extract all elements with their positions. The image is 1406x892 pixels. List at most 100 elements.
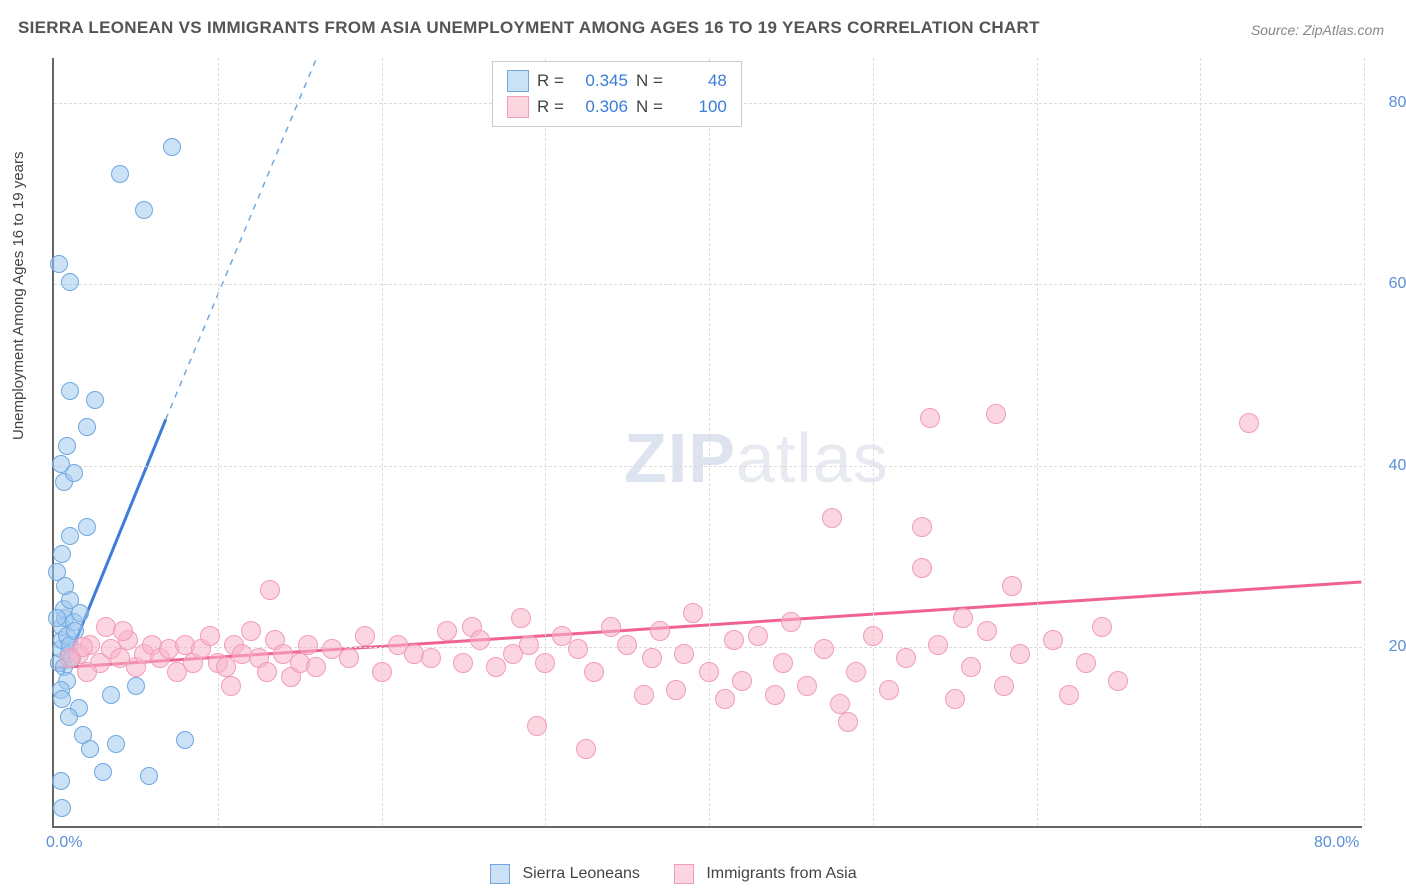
legend-swatch-blue [507, 70, 529, 92]
scatter-point-blue [53, 690, 71, 708]
scatter-point-blue [60, 708, 78, 726]
scatter-point-blue [78, 418, 96, 436]
x-tick-label: 80.0% [1314, 834, 1359, 852]
legend-row-pink: R = 0.306 N = 100 [507, 94, 727, 120]
scatter-point-pink [797, 676, 817, 696]
gridline-horizontal [54, 466, 1362, 467]
scatter-point-pink [372, 662, 392, 682]
gridline-vertical [1364, 58, 1365, 826]
n-label: N = [636, 97, 663, 117]
scatter-point-pink [601, 617, 621, 637]
watermark: ZIPatlas [624, 418, 889, 498]
scatter-point-pink [822, 508, 842, 528]
scatter-point-pink [945, 689, 965, 709]
r-label: R = [537, 71, 564, 91]
scatter-point-pink [260, 580, 280, 600]
scatter-point-blue [61, 273, 79, 291]
scatter-point-blue [111, 165, 129, 183]
scatter-point-blue [107, 735, 125, 753]
x-tick-label: 0.0% [46, 834, 82, 852]
r-value-pink: 0.306 [572, 97, 628, 117]
scatter-point-pink [552, 626, 572, 646]
gridline-vertical [1037, 58, 1038, 826]
scatter-point-blue [48, 609, 66, 627]
scatter-point-pink [1059, 685, 1079, 705]
scatter-point-blue [58, 437, 76, 455]
scatter-point-pink [73, 637, 93, 657]
scatter-point-pink [257, 662, 277, 682]
scatter-point-pink [912, 558, 932, 578]
scatter-point-blue [135, 201, 153, 219]
scatter-point-pink [519, 635, 539, 655]
scatter-point-blue [71, 604, 89, 622]
scatter-point-pink [928, 635, 948, 655]
scatter-point-pink [732, 671, 752, 691]
legend-item-pink: Immigrants from Asia [674, 864, 857, 884]
n-value-pink: 100 [671, 97, 727, 117]
scatter-point-blue [163, 138, 181, 156]
scatter-point-pink [568, 639, 588, 659]
scatter-point-pink [699, 662, 719, 682]
scatter-point-pink [814, 639, 834, 659]
scatter-point-pink [1076, 653, 1096, 673]
scatter-point-blue [52, 455, 70, 473]
scatter-point-blue [81, 740, 99, 758]
scatter-point-blue [102, 686, 120, 704]
r-label: R = [537, 97, 564, 117]
y-axis-label: Unemployment Among Ages 16 to 19 years [10, 151, 27, 440]
gridline-vertical [873, 58, 874, 826]
scatter-point-blue [78, 518, 96, 536]
scatter-point-pink [994, 676, 1014, 696]
scatter-point-pink [724, 630, 744, 650]
scatter-point-pink [77, 662, 97, 682]
scatter-point-blue [56, 577, 74, 595]
y-tick-label: 20.0% [1389, 638, 1406, 656]
scatter-point-pink [920, 408, 940, 428]
gridline-vertical [545, 58, 546, 826]
scatter-point-pink [486, 657, 506, 677]
scatter-point-pink [1092, 617, 1112, 637]
scatter-point-pink [453, 653, 473, 673]
scatter-point-blue [50, 255, 68, 273]
trend-line [166, 58, 317, 419]
scatter-point-blue [176, 731, 194, 749]
legend-swatch-pink [507, 96, 529, 118]
scatter-point-pink [773, 653, 793, 673]
scatter-point-pink [748, 626, 768, 646]
scatter-point-pink [437, 621, 457, 641]
scatter-point-blue [86, 391, 104, 409]
scatter-point-pink [221, 676, 241, 696]
scatter-point-pink [584, 662, 604, 682]
gridline-horizontal [54, 284, 1362, 285]
scatter-point-pink [781, 612, 801, 632]
scatter-point-pink [306, 657, 326, 677]
y-tick-label: 80.0% [1389, 94, 1406, 112]
scatter-point-pink [511, 608, 531, 628]
scatter-point-pink [863, 626, 883, 646]
scatter-point-pink [1010, 644, 1030, 664]
r-value-blue: 0.345 [572, 71, 628, 91]
scatter-point-pink [576, 739, 596, 759]
scatter-point-pink [200, 626, 220, 646]
scatter-point-pink [535, 653, 555, 673]
legend-label-blue: Sierra Leoneans [522, 865, 639, 882]
watermark-light: atlas [736, 419, 889, 497]
scatter-point-blue [53, 545, 71, 563]
gridline-vertical [382, 58, 383, 826]
series-legend: Sierra Leoneans Immigrants from Asia [490, 864, 857, 884]
scatter-point-blue [94, 763, 112, 781]
scatter-point-blue [61, 527, 79, 545]
scatter-point-pink [617, 635, 637, 655]
n-value-blue: 48 [671, 71, 727, 91]
plot-area: R = 0.345 N = 48 R = 0.306 N = 100 ZIPat… [52, 58, 1362, 828]
scatter-point-blue [61, 382, 79, 400]
scatter-point-blue [53, 799, 71, 817]
scatter-point-pink [977, 621, 997, 641]
y-tick-label: 60.0% [1389, 275, 1406, 293]
scatter-point-pink [1239, 413, 1259, 433]
y-tick-label: 40.0% [1389, 457, 1406, 475]
legend-item-blue: Sierra Leoneans [490, 864, 640, 884]
scatter-point-pink [912, 517, 932, 537]
gridline-vertical [1200, 58, 1201, 826]
chart-title: SIERRA LEONEAN VS IMMIGRANTS FROM ASIA U… [18, 18, 1040, 38]
